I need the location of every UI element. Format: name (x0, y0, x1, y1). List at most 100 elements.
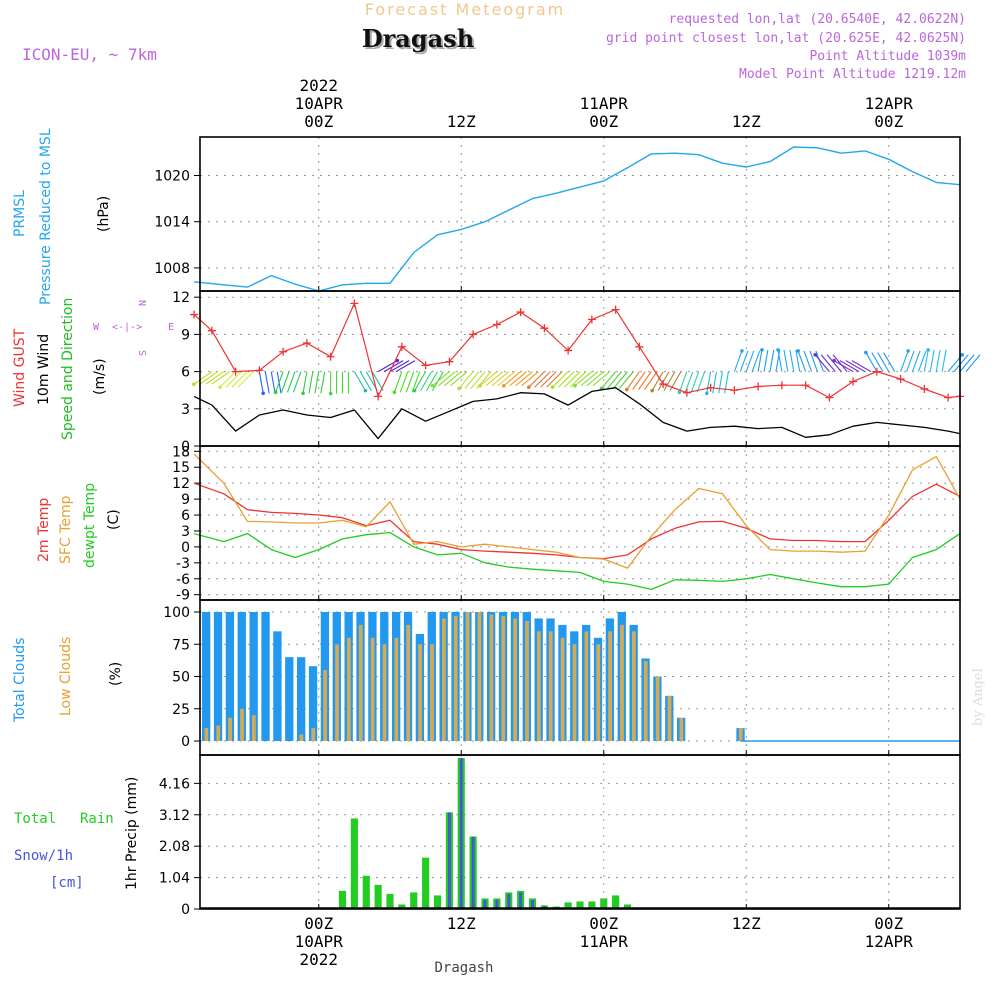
temp-label-2m: 2m Temp (36, 498, 52, 562)
wind-arrow (308, 371, 314, 394)
low-cloud-bar (430, 644, 434, 741)
wind-arrow-head (192, 382, 196, 387)
temp-ytick-label: 18 (172, 444, 190, 460)
wind-arrow (353, 371, 366, 391)
precip-border (199, 754, 961, 910)
pressure-label-msl: Pressure Reduced to MSL (38, 128, 54, 305)
wind-arrow-head (328, 391, 333, 396)
wind-arrow (420, 371, 433, 391)
requested-coords: requested lon,lat (20.6540E, 42.0622N) (669, 12, 966, 27)
wind-arrow-head (832, 358, 836, 363)
low-cloud-bar (441, 618, 446, 741)
total-cloud-bar (261, 612, 270, 741)
wind-arrow (405, 371, 415, 393)
gust-marker (849, 377, 858, 386)
wind-arrow-head (906, 349, 910, 353)
low-cloud-bar (418, 644, 422, 741)
low-cloud-bar (216, 725, 221, 741)
temp-ytick-label: 6 (181, 508, 190, 524)
wind-arrow (789, 349, 795, 372)
temp-unit: (C) (106, 509, 122, 530)
wind-arrow (906, 350, 915, 372)
rain-bar (588, 901, 596, 909)
wind-arrow (219, 371, 237, 388)
wind-arrow (211, 371, 231, 385)
wind-arrow (399, 371, 409, 393)
wind-arrow-head (677, 390, 682, 395)
pressure-label-prmsl: PRMSL (12, 190, 28, 237)
rain-bar (398, 904, 406, 909)
rain-bar (350, 818, 358, 909)
wind-arrow (845, 360, 866, 373)
top-time-label: 11APR (580, 94, 629, 113)
low-cloud-bar (477, 612, 482, 741)
gust-marker (825, 393, 834, 402)
low-cloud-bar (584, 631, 589, 741)
gust-marker (777, 381, 786, 390)
wind-arrow (199, 371, 219, 385)
wind-arrow (953, 354, 969, 372)
snow-bar (507, 893, 511, 909)
precip-ytick-label: 1.04 (159, 871, 190, 887)
clouds-panel: 0 25 50 75 100 (163, 600, 960, 755)
total-cloud-bar (237, 612, 246, 741)
wind-arrow-head (813, 352, 818, 357)
wind-speed-line (193, 387, 961, 440)
wind-arrow-head (705, 391, 709, 396)
wind-arrow (769, 349, 775, 372)
low-cloud-bar (560, 637, 565, 741)
wind-arrow (809, 350, 819, 372)
wind-arrow (302, 371, 308, 394)
gust-marker (326, 352, 335, 361)
temp-ytick-label: -6 (176, 572, 190, 588)
precip-ytick-label: 4.16 (159, 776, 190, 792)
wind-arrow (883, 352, 896, 372)
rain-bar (410, 892, 418, 909)
wind-arrow (678, 371, 688, 393)
wind-arrow-head (501, 383, 506, 388)
time-labels-layer: 202210APR00Z12Z11APR00Z12Z12APR00Z12Z00Z… (295, 76, 914, 969)
total-cloud-bar (225, 612, 235, 741)
wind-arrow (205, 371, 225, 385)
precip-unit: 1hr Precip (mm) (124, 777, 140, 890)
cloud-unit: (%) (108, 662, 124, 686)
snow-bar (531, 899, 534, 909)
wind-arrow (286, 371, 296, 393)
top-time-label: 12Z (732, 112, 761, 131)
bottom-time-label: 00Z (589, 914, 618, 933)
wind-arrow (503, 371, 521, 387)
wind-arrow (733, 350, 743, 372)
wind-ytick-label: 12 (172, 290, 190, 306)
wind-arrow (763, 349, 769, 372)
low-cloud-bar (382, 644, 387, 741)
wind-arrow (718, 371, 724, 394)
gust-marker (516, 308, 525, 317)
low-cloud-bar (489, 614, 494, 741)
temp-ytick-label: -3 (176, 556, 190, 572)
gust-marker (190, 310, 199, 319)
low-cloud-bar (536, 631, 541, 741)
gust-marker (255, 366, 264, 375)
wind-panel: 0 3 6 9 12 (172, 290, 981, 455)
temp-dewpt-line (193, 531, 961, 591)
wind-arrow (663, 371, 676, 391)
low-cloud-bar (251, 715, 256, 741)
clouds-ytick-label: 75 (172, 637, 190, 653)
low-cloud-bar (596, 644, 601, 741)
wind-arrow (449, 371, 468, 387)
precip-labels: Total Rain Snow/1h [cm] 1hr Precip (mm) (14, 777, 140, 891)
wind-arrow-head (457, 386, 461, 391)
bottom-time-label: 12Z (732, 914, 761, 933)
temp-sfc-line (193, 453, 961, 569)
wind-arrow (314, 371, 320, 394)
wind-arrow-head (776, 348, 780, 352)
top-time-label: 2022 (299, 76, 338, 95)
wind-arrow (651, 371, 664, 391)
wind-arrow-head (301, 391, 305, 396)
wind-ytick-label: 3 (181, 402, 190, 418)
total-cloud-bar (285, 657, 294, 741)
low-cloud-bar (513, 618, 517, 741)
wind-arrow-head (261, 391, 265, 396)
pressure-labels: PRMSL Pressure Reduced to MSL (hPa) (12, 128, 112, 305)
top-time-label: 12Z (447, 112, 476, 131)
